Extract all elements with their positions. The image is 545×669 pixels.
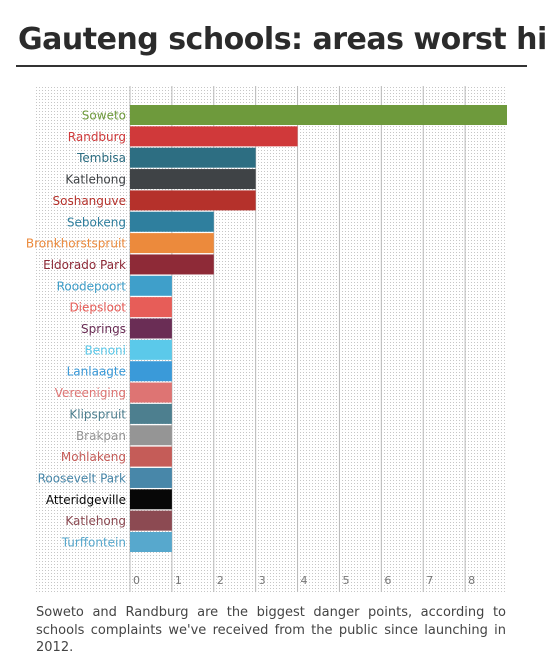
bar (130, 211, 214, 232)
category-label: Randburg (68, 130, 126, 144)
x-tick-label: 3 (259, 574, 266, 587)
category-label: Tembisa (76, 151, 126, 165)
bar (130, 297, 172, 318)
category-label: Klipspruit (69, 407, 126, 421)
bar (130, 339, 172, 360)
bar (130, 446, 172, 467)
category-label: Soshanguve (53, 194, 126, 208)
x-tick-label: 4 (301, 574, 308, 587)
chart-x-axis: 0 1 2 3 4 5 6 7 8 (133, 574, 475, 587)
x-tick-label: 8 (468, 574, 475, 587)
category-label: Diepsloot (69, 301, 126, 315)
bar (130, 467, 172, 488)
chart-title: Gauteng schools: areas worst hit (18, 22, 545, 57)
category-label: Sebokeng (67, 215, 126, 229)
chart-bars (130, 105, 507, 552)
category-label: Turffontein (61, 536, 126, 550)
category-label: Springs (81, 322, 126, 336)
x-tick-label: 1 (175, 574, 182, 587)
bar (130, 275, 172, 296)
x-tick-label: 7 (426, 574, 433, 587)
bar (130, 318, 172, 339)
bar (130, 254, 214, 275)
bar (130, 382, 172, 403)
bar (130, 361, 172, 382)
bar (130, 489, 172, 510)
category-label: Mohlakeng (61, 450, 126, 464)
bar (130, 126, 298, 147)
x-tick-label: 6 (384, 574, 391, 587)
category-label: Roosevelt Park (38, 471, 126, 485)
category-label: Bronkhorstspruit (26, 237, 126, 251)
bar (130, 190, 256, 211)
bar-chart: Soweto Randburg Tembisa Katlehong Soshanguve… (26, 86, 507, 592)
x-tick-label: 2 (217, 574, 224, 587)
chart-category-labels: Soweto Randburg Tembisa Katlehong Soshanguve… (26, 109, 126, 550)
chart-caption: Soweto and Randburg are the biggest dang… (36, 605, 506, 656)
chart-plot-background (36, 86, 507, 592)
bar (130, 105, 507, 125)
bar (130, 169, 256, 190)
x-tick-label: 0 (133, 574, 140, 587)
x-tick-label: 5 (342, 574, 349, 587)
category-label: Atteridgeville (46, 493, 126, 507)
category-label: Lanlaagte (67, 365, 126, 379)
bar (130, 510, 172, 531)
category-label: Eldorado Park (43, 258, 126, 272)
category-label: Brakpan (76, 429, 126, 443)
title-divider (16, 65, 527, 67)
category-label: Katlehong (65, 514, 126, 528)
category-label: Katlehong (65, 173, 126, 187)
bar (130, 532, 172, 552)
bar (130, 403, 172, 424)
bar (130, 425, 172, 446)
category-label: Soweto (82, 109, 126, 123)
bar (130, 147, 256, 168)
bar (130, 233, 214, 254)
category-label: Roodepoort (57, 279, 127, 293)
category-label: Vereeniging (55, 386, 126, 400)
category-label: Benoni (84, 343, 126, 357)
